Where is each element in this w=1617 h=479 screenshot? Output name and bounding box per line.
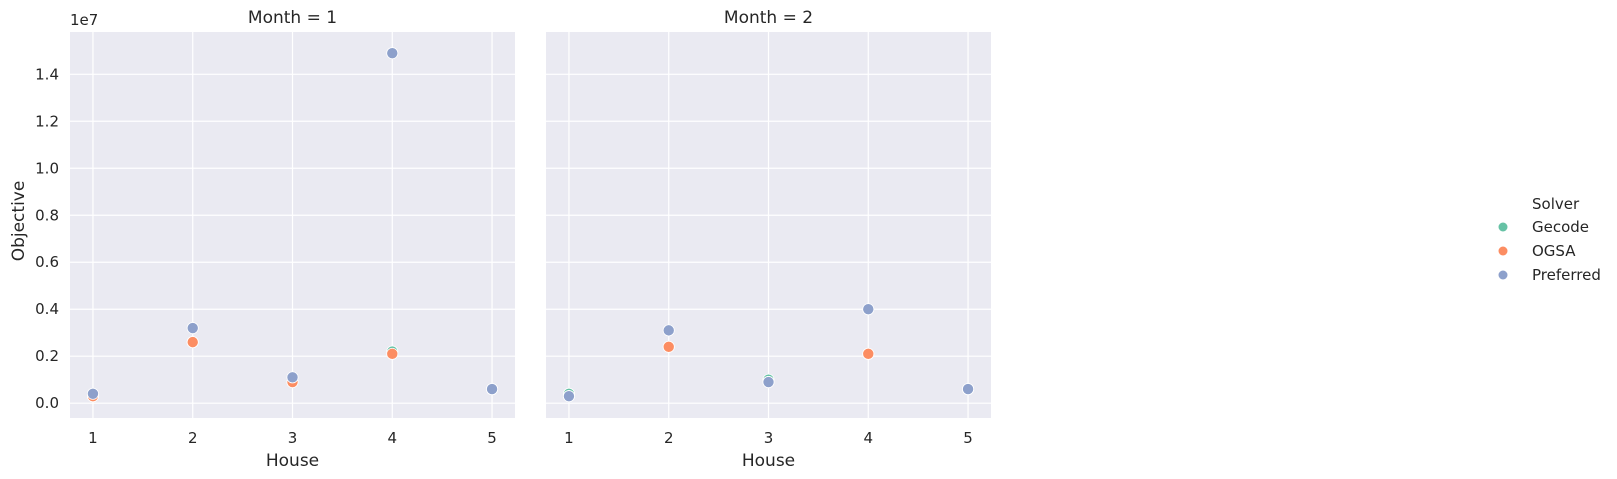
data-point-ogsa <box>186 336 199 349</box>
data-point-ogsa <box>662 340 675 353</box>
y-tick-label: 0.0 <box>35 394 59 412</box>
legend-title: Solver <box>1532 195 1580 213</box>
facet-panel: 1 2 3 4 5 Month = 2 House <box>546 8 991 471</box>
y-tick-label: 0.2 <box>35 347 59 365</box>
legend: Solver Gecode OGSA Preferred <box>1498 195 1601 284</box>
data-point-preferred <box>662 324 675 337</box>
data-point-preferred <box>862 303 875 316</box>
x-tick-label: 3 <box>764 429 774 447</box>
data-point-preferred <box>286 371 299 384</box>
data-point-preferred <box>562 390 575 403</box>
y-tick-label: 1.0 <box>35 159 59 177</box>
x-tick-label: 5 <box>963 429 973 447</box>
legend-marker-ogsa <box>1498 246 1508 256</box>
x-tick-label: 4 <box>864 429 874 447</box>
data-point-preferred <box>486 383 499 396</box>
x-tick-label: 2 <box>188 429 198 447</box>
panel-title: Month = 2 <box>724 8 813 28</box>
legend-label-preferred: Preferred <box>1532 266 1601 284</box>
legend-marker-preferred <box>1498 270 1508 280</box>
legend-label-ogsa: OGSA <box>1532 242 1576 260</box>
x-tick-label: 2 <box>664 429 674 447</box>
legend-label-gecode: Gecode <box>1532 218 1589 236</box>
panel-title: Month = 1 <box>248 8 337 28</box>
y-tick-label: 0.4 <box>35 300 59 318</box>
data-point-preferred <box>86 387 99 400</box>
x-tick-label: 4 <box>388 429 398 447</box>
y-tick-label: 1.2 <box>35 112 59 130</box>
legend-marker-gecode <box>1498 222 1508 232</box>
y-tick-label: 0.8 <box>35 206 59 224</box>
y-offset-label: 1e7 <box>70 11 98 29</box>
y-tick-label: 0.6 <box>35 253 59 271</box>
x-tick-label: 3 <box>288 429 298 447</box>
data-point-preferred <box>386 47 399 60</box>
x-tick-label: 1 <box>88 429 98 447</box>
x-axis-title: House <box>742 451 795 471</box>
x-tick-label: 5 <box>487 429 497 447</box>
y-axis-title: Objective <box>9 181 29 262</box>
x-axis-title: House <box>266 451 319 471</box>
data-point-preferred <box>762 376 775 389</box>
data-point-preferred <box>962 383 975 396</box>
facet-panel: 0.0 0.2 0.4 0.6 0.8 1.0 1.2 1.4 1 2 3 4 5 Month = 1 Ho… <box>35 8 515 471</box>
data-point-ogsa <box>862 347 875 360</box>
x-tick-label: 1 <box>564 429 574 447</box>
facet-panels: 0.0 0.2 0.4 0.6 0.8 1.0 1.2 1.4 1 2 3 4 5 Month = 1 Ho… <box>35 8 991 471</box>
data-point-preferred <box>186 322 199 335</box>
y-tick-label: 1.4 <box>35 65 59 83</box>
data-point-ogsa <box>386 347 399 360</box>
